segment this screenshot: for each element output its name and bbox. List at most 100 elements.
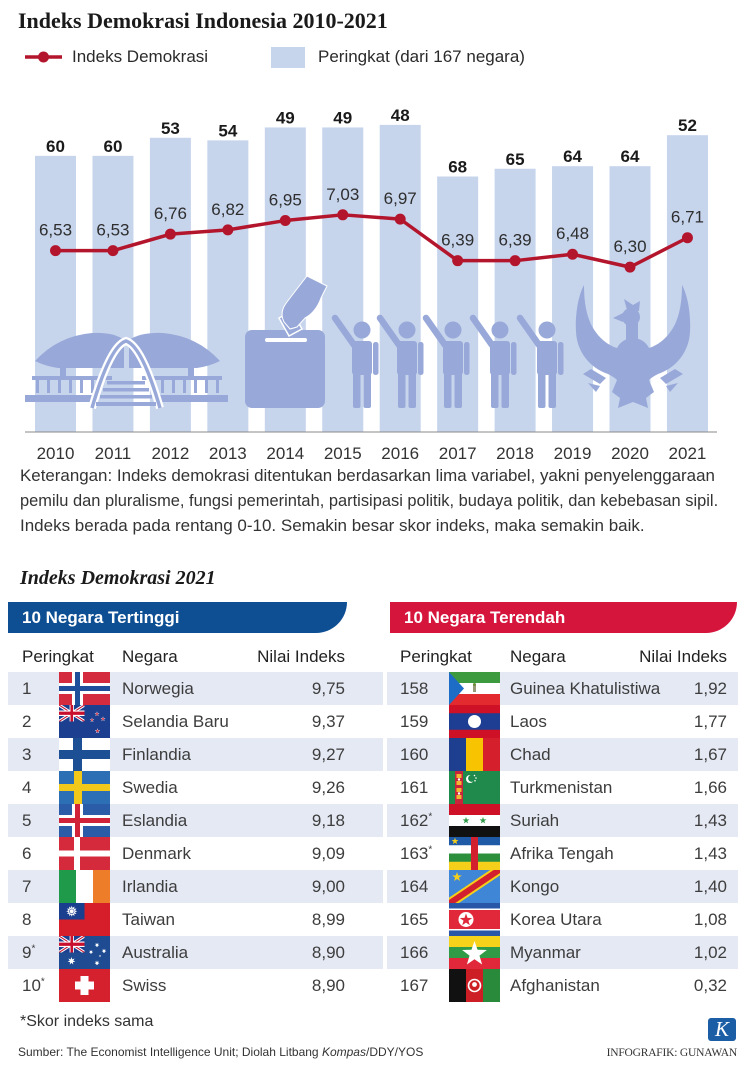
bar-rank-label: 54 (218, 121, 237, 140)
index-value: 1,77 (693, 712, 727, 731)
parliament-building-icon (25, 332, 228, 410)
x-tick-label: 2010 (37, 444, 75, 463)
highest-banner: 10 Negara Tertinggi (8, 602, 347, 633)
country-name: Swiss (122, 976, 167, 995)
country-name: Norwegia (122, 679, 194, 698)
denmark-flag-icon (59, 837, 110, 870)
country-name: Afrika Tengah (510, 844, 614, 863)
kompas-logo: K (708, 1018, 736, 1041)
index-value: 8,99 (311, 910, 345, 929)
australia-flag-icon (59, 936, 110, 969)
note-line-1: Keterangan: Indeks demokrasi ditentukan … (20, 466, 715, 485)
legend-label-rank: Peringkat (dari 167 negara) (318, 47, 525, 66)
x-tick-label: 2017 (439, 444, 477, 463)
rank-cell: 5 (22, 804, 31, 837)
country-name: Guinea Khatulistiwa (510, 679, 661, 698)
bar-rank-label: 60 (103, 137, 122, 156)
country-name: Denmark (122, 844, 191, 863)
taiwan-flag-icon (59, 903, 110, 936)
central-african-republic-flag-icon (449, 837, 500, 871)
rank-number: 161 (400, 778, 429, 797)
combo-chart: 60 6,53 2010 60 6,53 2011 53 6,76 2012 54 6,82 2013… (25, 106, 717, 463)
illustrations (25, 275, 691, 410)
index-value: 9,27 (311, 745, 345, 764)
line-value-label: 6,39 (499, 231, 532, 250)
dr-congo-flag-icon (444, 863, 505, 910)
country-name: Selandia Baru (122, 712, 229, 731)
table-row: 7 Irlandia 9,00 (8, 870, 383, 903)
bar-rank-label: 65 (506, 150, 525, 169)
rank-number: 5 (22, 811, 32, 830)
column-header-rank: Peringkat (400, 647, 472, 666)
index-value: 8,90 (311, 976, 345, 995)
x-tick-label: 2018 (496, 444, 534, 463)
bar-rank-label: 48 (391, 106, 410, 125)
rank-number: 3 (22, 745, 32, 764)
rank-number: 6 (22, 844, 32, 863)
bar (207, 140, 249, 432)
highest-table-header: Peringkat Negara Nilai Indeks (8, 645, 383, 669)
index-line-series (50, 209, 693, 273)
line-value-label: 6,95 (269, 191, 302, 210)
table-row: 166 Myanmar 1,02 (387, 936, 738, 970)
table-row: 162* Suriah 1,43 (387, 804, 738, 838)
rank-cell: 164 (400, 870, 428, 903)
line-value-label: 6,30 (613, 237, 646, 256)
index-value: 1,66 (693, 778, 727, 797)
rank-number: 165 (400, 910, 429, 929)
index-value: 9,75 (311, 679, 345, 698)
line-value-label: 6,76 (154, 204, 187, 223)
laos-flag-icon (449, 705, 500, 738)
garuda-emblem-icon (575, 285, 691, 408)
line-point (107, 245, 119, 257)
chad-flag-icon (449, 738, 501, 771)
rank-number: 166 (400, 943, 429, 962)
syria-flag-icon (449, 804, 500, 838)
table-row: 3 Finlandia 9,27 (8, 738, 383, 771)
rank-number: 10 (22, 976, 41, 995)
table-row: 2 Selandia Baru 9,37 (8, 705, 383, 738)
line-value-label: 6,53 (39, 221, 72, 240)
rank-cell: 159 (400, 705, 428, 738)
index-value: 9,18 (311, 811, 345, 830)
lowest-banner: 10 Negara Terendah (390, 602, 737, 633)
source-note: Sumber: The Economist Intelligence Unit;… (18, 1044, 423, 1060)
line-point (279, 215, 291, 227)
rank-number: 158 (400, 679, 429, 698)
rank-cell: 163* (400, 837, 432, 870)
ballot-box-icon (245, 275, 328, 408)
line-point (337, 209, 349, 221)
ireland-flag-icon (59, 870, 111, 903)
table-row: 158 Guinea Khatulistiwa 1,92 (387, 672, 738, 706)
footnote-mark: * (31, 943, 36, 955)
column-header-country: Negara (122, 647, 178, 666)
country-name: Taiwan (122, 910, 175, 929)
table-row: 8 Taiwan 8,99 (8, 903, 383, 936)
source-suffix: /DDY/YOS (365, 1045, 424, 1059)
line-point (394, 213, 406, 225)
index-value: 9,37 (311, 712, 345, 731)
rank-number: 7 (22, 877, 32, 896)
rank-number: 2 (22, 712, 32, 731)
x-tick-label: 2021 (669, 444, 707, 463)
iceland-flag-icon (59, 804, 110, 837)
bar (666, 135, 708, 432)
rank-cell: 165 (400, 903, 428, 936)
rank-number: 163 (400, 844, 429, 863)
rank-cell: 8 (22, 903, 31, 936)
afghanistan-flag-icon (449, 969, 501, 1002)
table-row: 165 Korea Utara 1,08 (387, 903, 738, 936)
legend-label-index: Indeks Demokrasi (72, 47, 209, 66)
people-group-icon (331, 314, 564, 408)
table-row: 6 Denmark 9,09 (8, 837, 383, 870)
country-name: Korea Utara (510, 910, 602, 929)
equatorial-guinea-flag-icon (449, 672, 500, 706)
north-korea-flag-icon (449, 903, 500, 936)
index-value: 0,32 (693, 976, 727, 995)
footnote-mark: * (428, 844, 433, 856)
line-point (452, 255, 464, 267)
country-name: Kongo (510, 877, 560, 896)
rank-cell: 3 (22, 738, 31, 771)
x-tick-label: 2014 (266, 444, 304, 463)
line-point (681, 232, 693, 244)
